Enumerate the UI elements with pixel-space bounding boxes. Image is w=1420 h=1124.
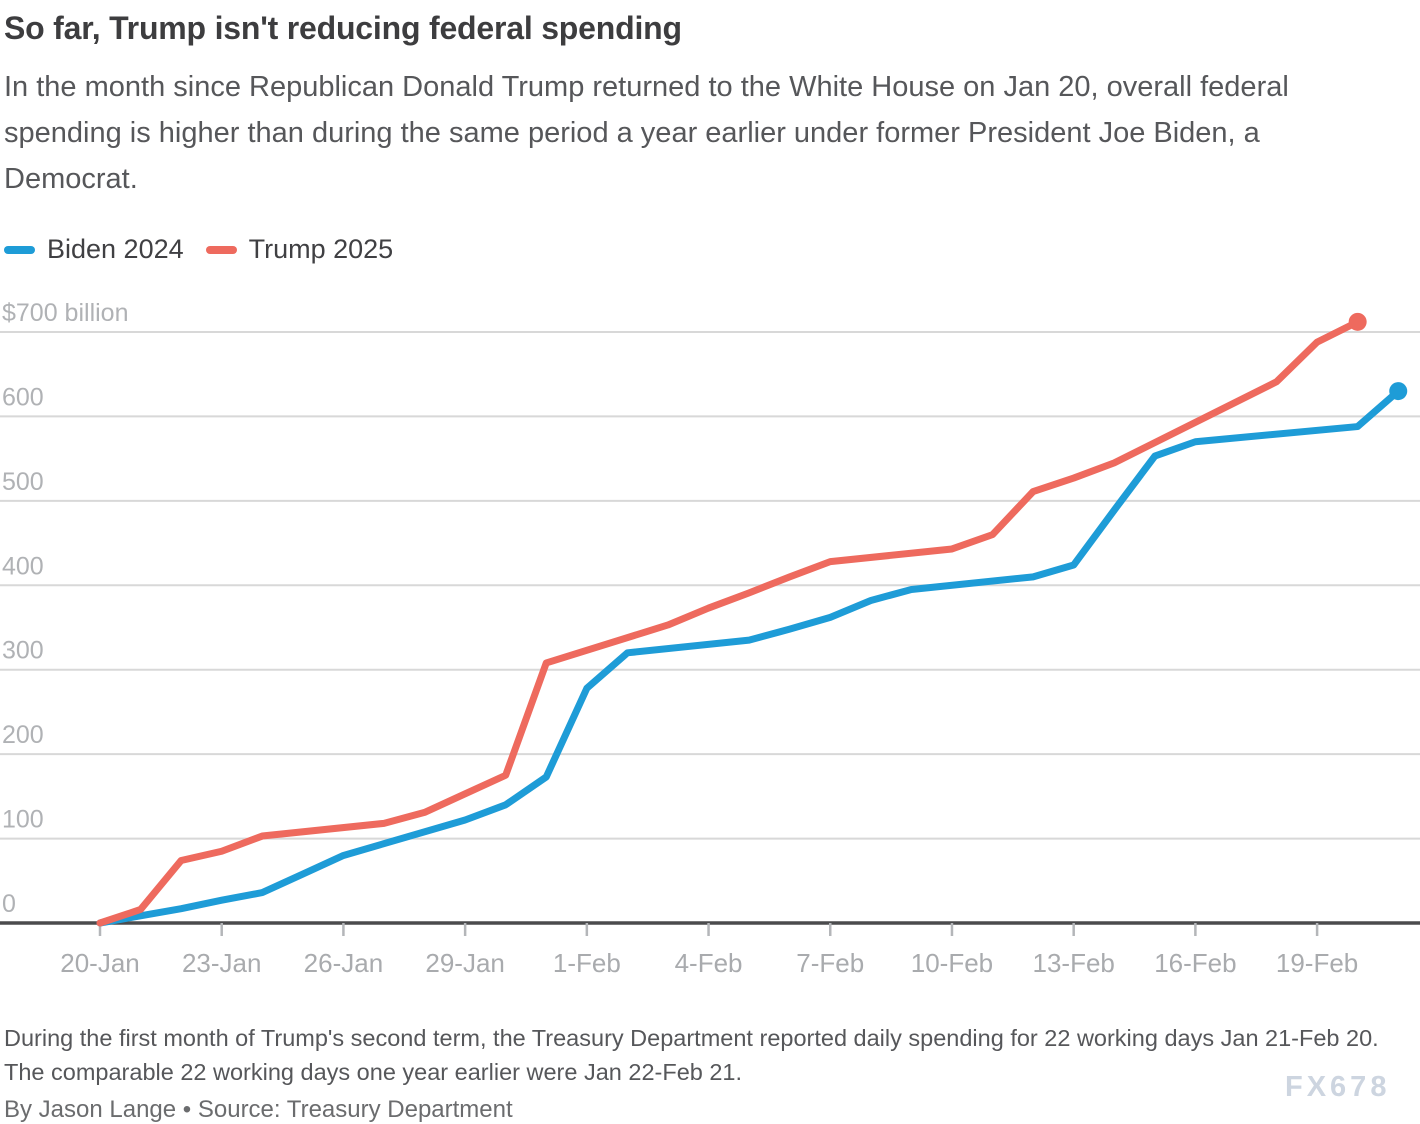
byline: By Jason Lange • Source: Treasury Depart… xyxy=(4,1096,513,1123)
legend-label-biden: Biden 2024 xyxy=(47,234,184,264)
end-dot-trump-2025 xyxy=(1348,312,1367,331)
y-tick-label: 200 xyxy=(2,721,44,749)
legend-item-trump-2025: Trump 2025 xyxy=(205,234,394,265)
y-tick-label: 400 xyxy=(2,552,44,580)
legend-label-trump: Trump 2025 xyxy=(248,234,394,264)
y-tick-label: 100 xyxy=(2,806,44,834)
x-tick-label: 20-Jan xyxy=(60,948,140,978)
x-tick-label: 26-Jan xyxy=(304,948,384,978)
x-tick-label: 23-Jan xyxy=(182,948,262,978)
y-tick-label: 600 xyxy=(2,383,44,411)
x-tick-label: 13-Feb xyxy=(1032,948,1114,978)
legend-swatch-biden-icon xyxy=(4,245,35,254)
x-tick-label: 16-Feb xyxy=(1154,948,1236,978)
y-tick-label: 0 xyxy=(2,890,16,918)
legend-swatch-trump-icon xyxy=(205,245,237,254)
legend: Biden 2024 Trump 2025 xyxy=(4,234,393,265)
y-tick-label: $700 billion xyxy=(2,299,129,327)
x-tick-label: 1-Feb xyxy=(553,948,621,978)
series-line-biden-2024 xyxy=(96,387,1402,927)
x-tick-label: 10-Feb xyxy=(911,948,993,978)
x-tick-label: 19-Feb xyxy=(1276,948,1358,978)
watermark: FX678 xyxy=(1285,1071,1391,1103)
series-line-trump-2025 xyxy=(96,318,1362,927)
x-tick-label: 29-Jan xyxy=(425,948,505,978)
y-tick-label: 500 xyxy=(2,468,44,496)
chart-subtitle: In the month since Republican Donald Tru… xyxy=(4,71,1289,195)
chart-footnote: During the first month of Trump's second… xyxy=(4,1025,1379,1085)
end-dot-biden-2024 xyxy=(1389,382,1408,401)
page-title: So far, Trump isn't reducing federal spe… xyxy=(4,10,682,46)
legend-item-biden-2024: Biden 2024 xyxy=(4,234,184,265)
y-tick-label: 300 xyxy=(2,637,44,665)
x-tick-label: 4-Feb xyxy=(675,948,743,978)
x-tick-label: 7-Feb xyxy=(796,948,864,978)
